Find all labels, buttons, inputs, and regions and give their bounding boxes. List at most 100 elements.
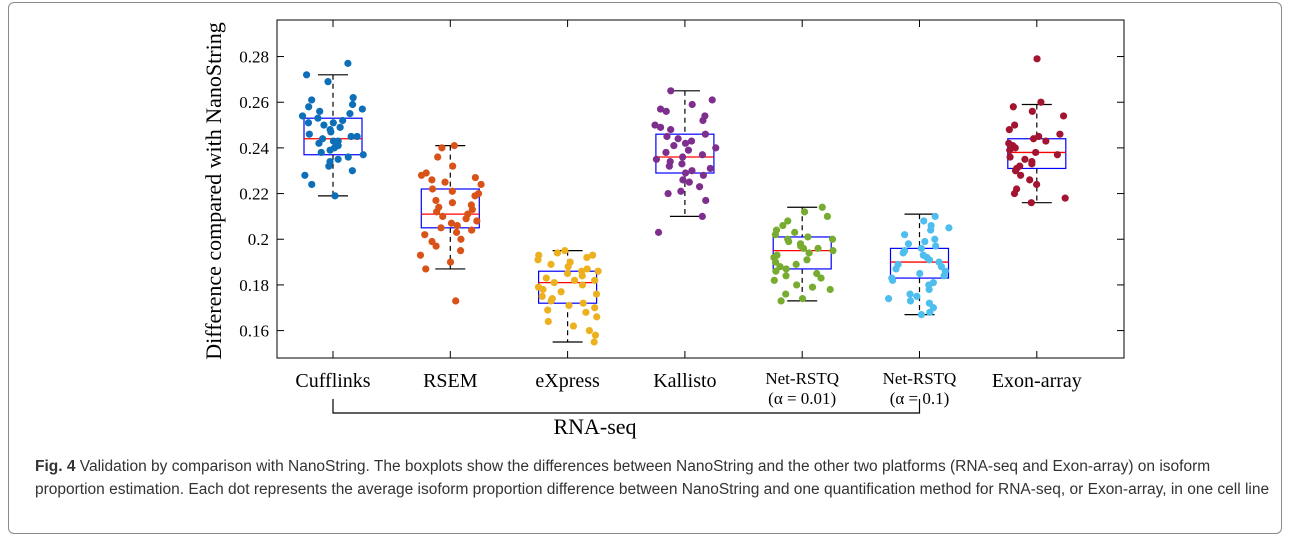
data-point bbox=[702, 196, 710, 205]
data-point bbox=[805, 249, 813, 257]
data-point bbox=[432, 196, 440, 205]
data-point bbox=[670, 142, 678, 150]
x-category-sublabel: (α = 0.1) bbox=[890, 389, 950, 408]
data-point bbox=[665, 162, 673, 170]
data-point bbox=[681, 169, 690, 177]
data-point bbox=[544, 317, 552, 326]
data-point bbox=[917, 311, 926, 319]
data-point bbox=[798, 295, 807, 303]
data-point bbox=[1059, 112, 1068, 120]
data-point bbox=[564, 263, 572, 271]
data-point bbox=[542, 274, 550, 282]
data-point bbox=[1027, 199, 1035, 207]
data-point bbox=[456, 247, 465, 255]
data-point bbox=[320, 121, 328, 129]
data-point bbox=[344, 59, 352, 67]
data-point bbox=[331, 192, 339, 200]
data-point bbox=[579, 299, 587, 307]
data-point bbox=[565, 301, 573, 310]
data-point bbox=[926, 308, 934, 316]
data-point bbox=[679, 176, 687, 184]
data-point bbox=[594, 267, 602, 275]
data-point bbox=[826, 285, 834, 294]
y-tick-label: 0.2 bbox=[248, 230, 269, 249]
data-point bbox=[656, 105, 665, 113]
data-point bbox=[813, 269, 821, 278]
data-point bbox=[452, 297, 460, 305]
data-point bbox=[656, 123, 665, 131]
data-point bbox=[570, 276, 579, 284]
data-point bbox=[1029, 135, 1038, 143]
data-point bbox=[779, 221, 787, 230]
data-point bbox=[784, 217, 792, 225]
data-point bbox=[884, 295, 893, 303]
data-point bbox=[688, 100, 696, 109]
data-point bbox=[457, 235, 465, 243]
data-point bbox=[1010, 189, 1019, 198]
data-point bbox=[684, 146, 693, 154]
data-point bbox=[679, 153, 687, 161]
data-point bbox=[324, 78, 332, 86]
data-point bbox=[448, 199, 457, 207]
data-point bbox=[591, 276, 599, 284]
axes-frame bbox=[276, 19, 1125, 359]
data-point bbox=[326, 146, 334, 154]
data-point bbox=[823, 212, 832, 221]
data-point bbox=[589, 251, 597, 259]
data-point bbox=[945, 224, 953, 232]
data-point bbox=[582, 308, 590, 316]
data-point bbox=[1017, 171, 1025, 179]
data-point bbox=[782, 290, 790, 298]
data-point bbox=[698, 212, 706, 221]
data-point bbox=[453, 221, 461, 230]
data-point bbox=[449, 162, 457, 170]
data-point bbox=[1006, 146, 1014, 154]
data-point bbox=[785, 237, 793, 246]
data-point bbox=[578, 281, 587, 289]
data-point bbox=[315, 139, 323, 147]
data-point bbox=[534, 256, 542, 264]
data-point bbox=[652, 155, 661, 163]
data-point bbox=[471, 173, 479, 182]
data-point bbox=[583, 253, 591, 262]
data-point bbox=[349, 94, 357, 102]
data-point bbox=[699, 171, 707, 179]
plot-area: 0.16 0.18 0.2 0.22 0.24 0.26 0.28 Cufflinks RSEM… bbox=[239, 19, 1125, 414]
data-point bbox=[471, 192, 479, 200]
figure-panel: 0.16 0.18 0.2 0.22 0.24 0.26 0.28 Cufflinks RSEM… bbox=[8, 2, 1282, 534]
data-point bbox=[348, 167, 356, 175]
data-point bbox=[828, 235, 837, 243]
iqr-box bbox=[303, 117, 363, 156]
data-point bbox=[674, 135, 682, 143]
y-tick-label: 0.24 bbox=[239, 139, 269, 158]
data-point bbox=[927, 226, 935, 234]
data-point bbox=[698, 151, 707, 159]
data-point bbox=[308, 96, 316, 104]
data-point bbox=[304, 119, 313, 127]
data-point bbox=[906, 297, 915, 305]
data-point bbox=[538, 292, 546, 300]
data-point bbox=[308, 180, 316, 189]
data-point bbox=[667, 126, 675, 134]
y-tick-label: 0.26 bbox=[239, 93, 269, 112]
data-point bbox=[777, 297, 785, 305]
x-category-label: Net-RSTQ bbox=[765, 369, 839, 388]
data-point bbox=[829, 247, 837, 255]
data-point bbox=[662, 148, 670, 157]
data-point bbox=[771, 231, 780, 239]
data-point bbox=[817, 274, 825, 282]
data-point bbox=[450, 142, 458, 150]
data-point bbox=[940, 272, 948, 280]
data-point bbox=[346, 110, 354, 118]
x-category-sublabel: (α = 0.01) bbox=[768, 389, 836, 408]
data-point bbox=[1032, 148, 1040, 157]
data-point bbox=[678, 160, 686, 168]
data-point bbox=[569, 322, 578, 330]
data-point bbox=[916, 269, 924, 278]
data-point bbox=[776, 263, 784, 271]
data-point bbox=[422, 265, 430, 273]
data-point bbox=[433, 208, 441, 216]
data-point bbox=[803, 256, 811, 264]
data-point bbox=[921, 237, 929, 246]
data-point bbox=[441, 178, 449, 186]
